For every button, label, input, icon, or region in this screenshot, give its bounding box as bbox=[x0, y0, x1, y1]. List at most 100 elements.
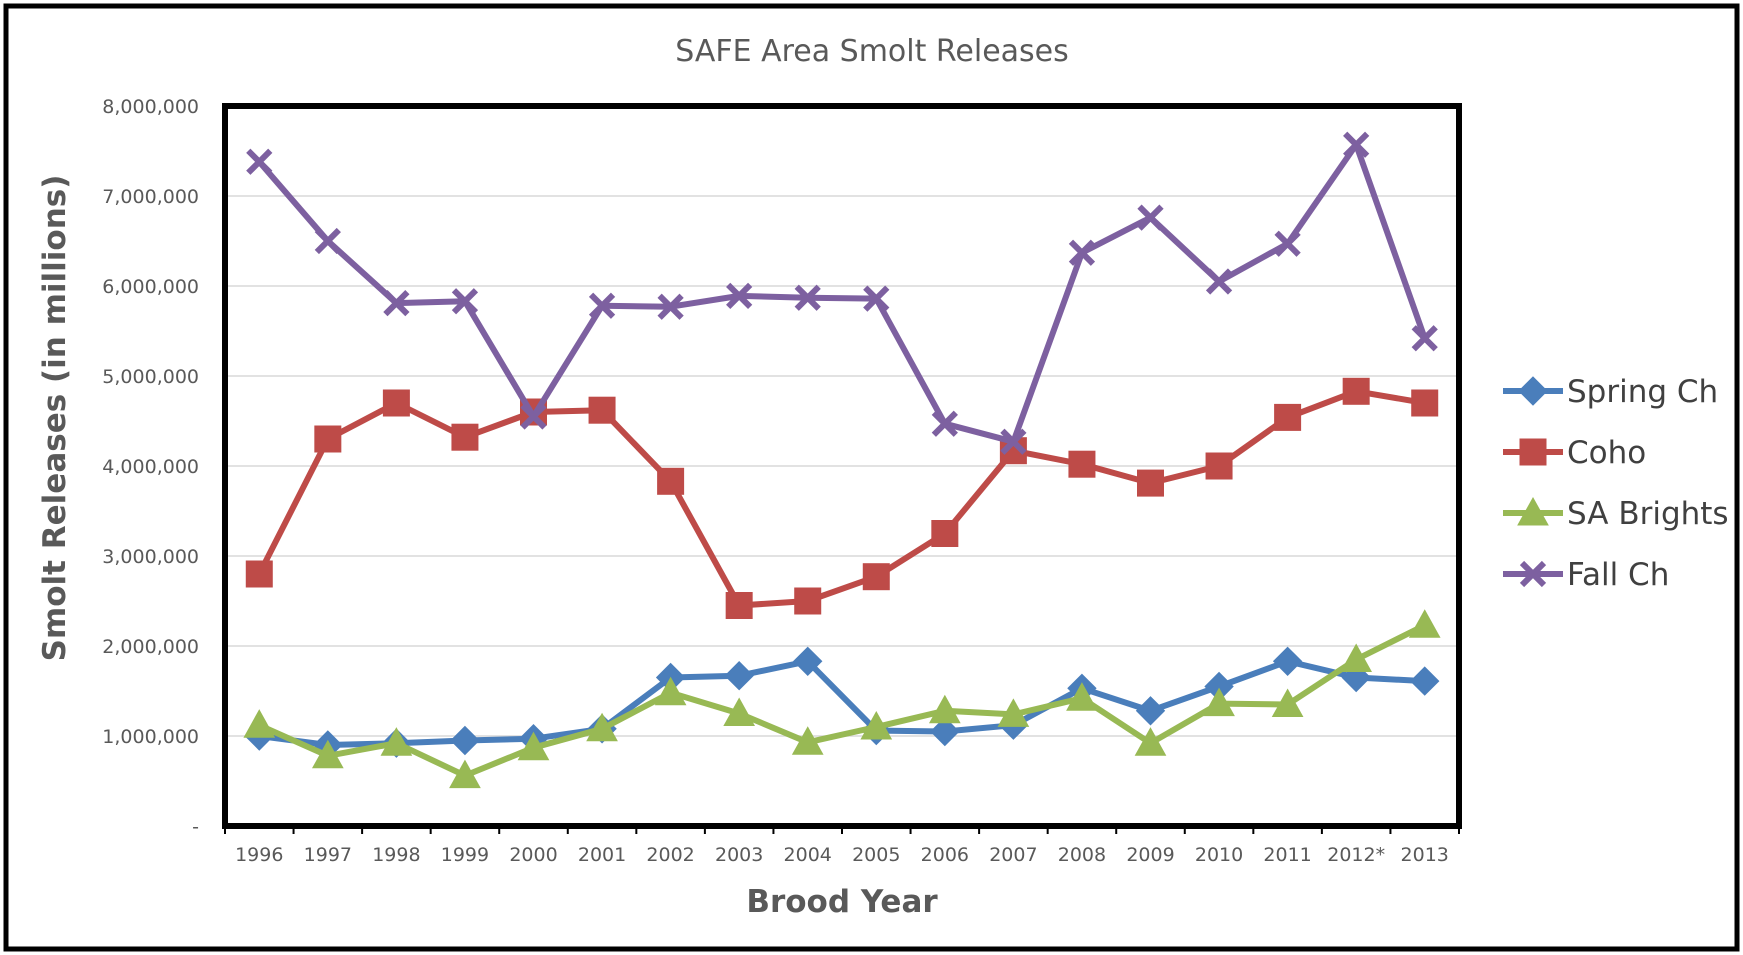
y-tick-label: 2,000,000 bbox=[102, 636, 199, 658]
y-tick-label: 3,000,000 bbox=[102, 546, 199, 568]
data-point-fall-ch bbox=[726, 282, 753, 310]
data-point-sa-brights bbox=[311, 739, 344, 769]
x-tick-label: 2006 bbox=[921, 844, 969, 866]
data-point-sa-brights bbox=[517, 731, 550, 761]
data-point-coho bbox=[451, 423, 479, 451]
plot-area-border bbox=[222, 103, 1462, 829]
data-point-spring-ch bbox=[793, 646, 823, 677]
legend-item-fall-ch: Fall Ch bbox=[1503, 557, 1669, 593]
data-point-spring-ch bbox=[1135, 696, 1166, 726]
x-tick-label: 2011 bbox=[1263, 844, 1311, 866]
data-point-fall-ch bbox=[1068, 239, 1096, 266]
legend-label: SA Brights bbox=[1567, 496, 1729, 532]
series-line-fall-ch bbox=[257, 141, 1428, 445]
series-fall-ch bbox=[246, 131, 1438, 455]
data-point-sa-brights bbox=[997, 698, 1030, 727]
y-tick-label: - bbox=[192, 816, 199, 838]
y-tick-label: 4,000,000 bbox=[102, 456, 199, 478]
data-point-sa-brights bbox=[380, 727, 413, 756]
x-tick-label: 2009 bbox=[1126, 844, 1174, 866]
data-point-sa-brights bbox=[243, 709, 276, 738]
series-coho bbox=[245, 377, 1439, 619]
x-tick-label: 2001 bbox=[578, 844, 626, 866]
data-point-coho bbox=[314, 425, 342, 453]
x-axis-title: Brood Year bbox=[746, 884, 938, 920]
data-point-fall-ch bbox=[451, 288, 479, 315]
legend-marker-fall-ch bbox=[1519, 560, 1547, 588]
data-point-spring-ch bbox=[450, 725, 480, 756]
data-point-coho bbox=[588, 396, 616, 424]
data-point-sa-brights bbox=[1066, 682, 1098, 711]
data-point-fall-ch bbox=[588, 292, 616, 319]
series-sa-brights bbox=[243, 609, 1441, 789]
x-tick-label: 2008 bbox=[1058, 844, 1106, 866]
data-point-fall-ch bbox=[520, 403, 547, 430]
data-point-fall-ch bbox=[1137, 204, 1164, 231]
data-point-coho bbox=[1342, 377, 1370, 405]
data-point-coho bbox=[1274, 403, 1302, 431]
data-point-sa-brights bbox=[860, 710, 893, 740]
legend-item-sa-brights: SA Brights bbox=[1503, 496, 1729, 532]
x-tick-label: 1996 bbox=[235, 844, 283, 866]
data-point-fall-ch bbox=[314, 227, 341, 255]
legend-label: Fall Ch bbox=[1567, 557, 1669, 593]
data-point-sa-brights bbox=[1203, 687, 1235, 717]
legend: Spring Ch Coho SA Brights Fall Ch bbox=[1503, 374, 1729, 593]
data-point-sa-brights bbox=[1408, 609, 1441, 638]
legend-item-coho: Coho bbox=[1503, 435, 1646, 471]
data-point-fall-ch bbox=[931, 410, 958, 437]
y-axis-title: Smolt Releases (in millions) bbox=[37, 175, 73, 662]
data-point-sa-brights bbox=[654, 676, 687, 706]
x-axis-ticks: 1996 1997 1998 1999 2000 2001 2002 2003 2004 2005… bbox=[224, 826, 1460, 866]
legend-label: Spring Ch bbox=[1567, 374, 1718, 410]
data-point-fall-ch bbox=[657, 293, 684, 320]
data-point-spring-ch bbox=[930, 716, 960, 747]
data-point-spring-ch bbox=[1410, 666, 1440, 696]
x-tick-label: 2004 bbox=[784, 844, 832, 866]
y-tick-label: 6,000,000 bbox=[102, 276, 199, 298]
y-tick-label: 1,000,000 bbox=[102, 726, 199, 748]
chart-title: SAFE Area Smolt Releases bbox=[675, 34, 1069, 69]
data-point-coho bbox=[1411, 389, 1439, 417]
legend-item-spring-ch: Spring Ch bbox=[1503, 374, 1718, 410]
data-point-coho bbox=[1068, 450, 1096, 478]
x-tick-label: 2010 bbox=[1195, 844, 1243, 866]
x-tick-label: 2007 bbox=[989, 844, 1037, 866]
data-point-coho bbox=[1137, 469, 1164, 497]
x-tick-label: 1999 bbox=[441, 844, 489, 866]
series-line-sa-brights bbox=[258, 622, 1427, 779]
legend-label: Coho bbox=[1567, 435, 1646, 471]
y-axis-ticks: - 1,000,000 2,000,000 3,000,000 4,000,000 5,0… bbox=[102, 96, 199, 838]
data-point-sa-brights bbox=[449, 759, 481, 789]
x-tick-label: 2005 bbox=[852, 844, 900, 866]
data-point-sa-brights bbox=[1134, 727, 1167, 756]
data-point-fall-ch bbox=[246, 148, 273, 175]
data-point-fall-ch bbox=[863, 285, 890, 312]
data-point-spring-ch bbox=[724, 660, 754, 691]
data-point-coho bbox=[725, 592, 753, 619]
x-tick-label: 1998 bbox=[372, 844, 420, 866]
y-tick-label: 7,000,000 bbox=[102, 186, 199, 208]
x-tick-label: 2002 bbox=[646, 844, 694, 866]
chart-outer-border bbox=[3, 3, 1740, 952]
data-point-coho bbox=[862, 563, 890, 591]
data-point-fall-ch bbox=[794, 284, 821, 311]
x-tick-label: 1997 bbox=[304, 844, 352, 866]
data-point-spring-ch bbox=[1272, 646, 1303, 677]
series-layer bbox=[243, 131, 1441, 789]
data-point-sa-brights bbox=[791, 726, 824, 755]
data-point-coho bbox=[382, 389, 410, 417]
y-tick-label: 8,000,000 bbox=[102, 96, 199, 118]
y-tick-label: 5,000,000 bbox=[102, 366, 199, 388]
data-point-sa-brights bbox=[586, 712, 618, 742]
legend-marker-coho bbox=[1519, 438, 1547, 466]
x-tick-label: 2003 bbox=[715, 844, 763, 866]
x-tick-label: 2012* bbox=[1327, 844, 1385, 866]
data-point-coho bbox=[794, 587, 822, 615]
data-point-coho bbox=[1205, 452, 1233, 480]
data-point-fall-ch bbox=[383, 289, 410, 317]
data-point-sa-brights bbox=[1271, 688, 1304, 717]
data-point-sa-brights bbox=[928, 694, 961, 724]
